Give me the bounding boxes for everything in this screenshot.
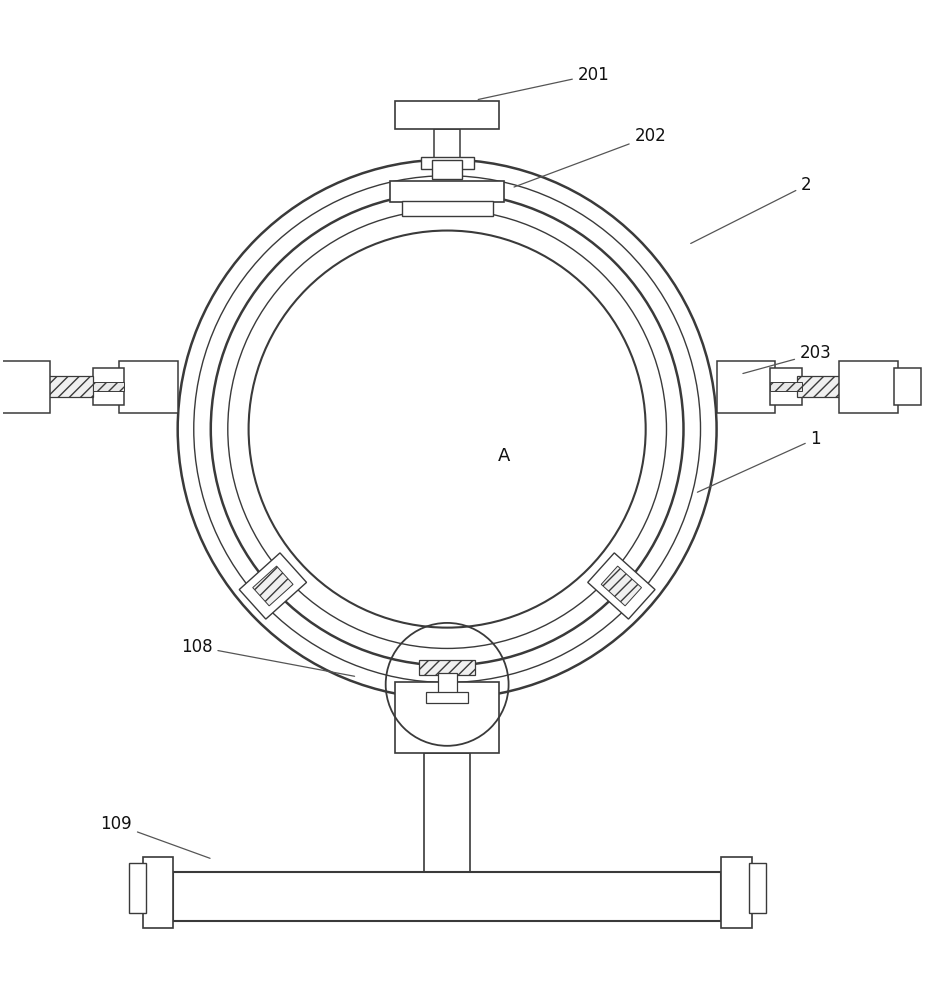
Text: 1: 1 [697, 430, 821, 492]
Bar [92, 368, 124, 405]
Bar [395, 682, 499, 753]
Bar [128, 863, 146, 913]
Bar [143, 857, 173, 928]
Bar [41, 376, 92, 397]
Bar [432, 160, 462, 179]
Polygon shape [253, 566, 293, 606]
Text: 2: 2 [690, 176, 812, 243]
Polygon shape [588, 553, 655, 619]
Bar [418, 660, 476, 675]
Bar [437, 673, 456, 694]
Bar [395, 101, 499, 129]
Bar [770, 382, 802, 391]
Text: 203: 203 [743, 344, 832, 374]
Text: A: A [497, 447, 510, 465]
Bar [717, 361, 775, 413]
Bar [797, 376, 849, 397]
Bar [721, 857, 751, 928]
Polygon shape [601, 566, 642, 606]
Bar [119, 361, 178, 413]
Bar [0, 361, 50, 413]
Bar [391, 181, 504, 202]
Bar [748, 863, 766, 913]
Text: 108: 108 [181, 638, 355, 676]
Bar [420, 157, 474, 169]
Bar [92, 382, 124, 391]
Bar [434, 129, 460, 160]
Text: 201: 201 [478, 66, 610, 99]
Text: 202: 202 [514, 127, 667, 187]
Polygon shape [240, 553, 306, 619]
Bar [840, 361, 898, 413]
Bar [424, 753, 470, 902]
Bar [173, 872, 721, 921]
Text: 109: 109 [101, 815, 210, 858]
Bar [894, 368, 921, 405]
Bar [426, 692, 468, 703]
Bar [401, 201, 493, 216]
Bar [770, 368, 802, 405]
